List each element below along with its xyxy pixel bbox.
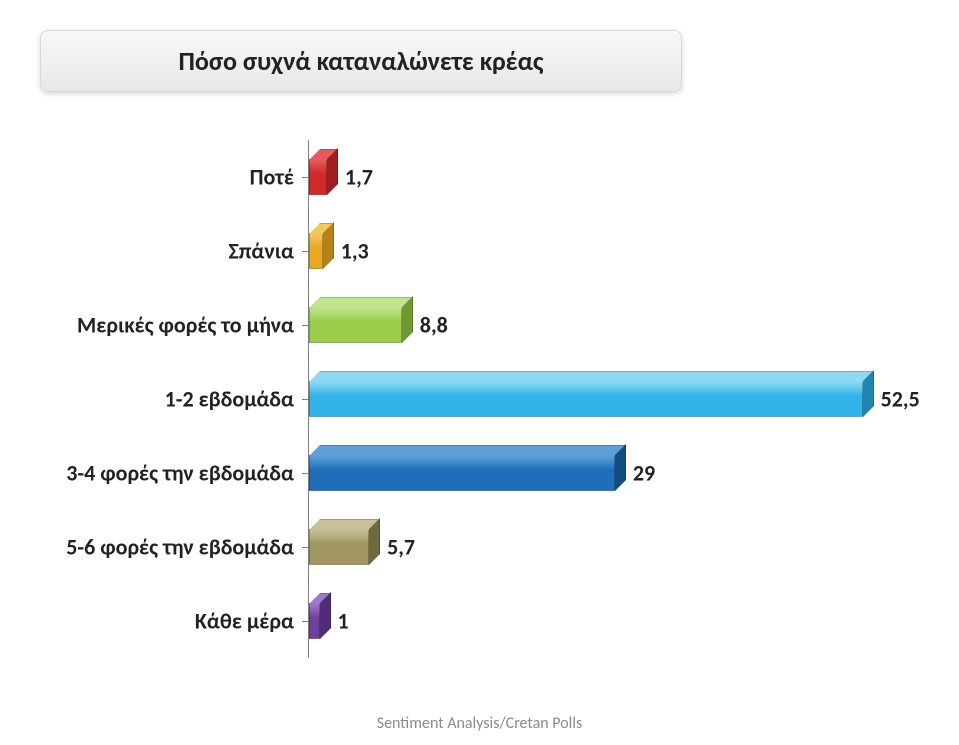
value-label: 5,7 [387, 534, 415, 561]
bar [309, 381, 873, 417]
chart-title: Πόσο συχνά καταναλώνετε κρέας [178, 45, 543, 77]
category-label: Κάθε μέρα [195, 608, 294, 635]
value-label: 1,7 [345, 164, 373, 191]
bar [309, 233, 333, 269]
footer-credit: Sentiment Analysis/Cretan Polls [0, 714, 959, 733]
bar-front [309, 159, 327, 195]
axis-tick [302, 473, 308, 474]
bar [309, 603, 330, 639]
chart-row: Σπάνια 1,3 [40, 214, 920, 288]
chart-row: 5-6 φορές την εβδομάδα 5,7 [40, 510, 920, 584]
category-label: Ποτέ [250, 164, 294, 191]
category-label: 3-4 φορές την εβδομάδα [66, 460, 294, 487]
bar [309, 529, 379, 565]
bar-front [309, 603, 320, 639]
value-label: 8,8 [420, 312, 448, 339]
axis-tick [302, 325, 308, 326]
value-label: 1 [338, 608, 349, 635]
axis-tick [302, 251, 308, 252]
category-label: 5-6 φορές την εβδομάδα [66, 534, 294, 561]
axis-tick [302, 547, 308, 548]
bar-top [309, 297, 413, 308]
bar-front [309, 307, 402, 343]
chart-area: Ποτέ 1,7 Σπάνια 1,3 Μερικές φορές το μήνα 8,8… [40, 140, 920, 658]
axis-tick [302, 621, 308, 622]
bar-front [309, 381, 863, 417]
category-label: 1-2 εβδομάδα [165, 386, 294, 413]
bar-top [309, 371, 874, 382]
chart-title-box: Πόσο συχνά καταναλώνετε κρέας [40, 30, 682, 92]
bar-front [309, 529, 369, 565]
value-label: 1,3 [341, 238, 369, 265]
value-label: 52,5 [881, 386, 920, 413]
bar-front [309, 455, 615, 491]
chart-row: Κάθε μέρα 1 [40, 584, 920, 658]
bar [309, 455, 625, 491]
axis-tick [302, 399, 308, 400]
axis-tick [302, 177, 308, 178]
bar-front [309, 233, 323, 269]
chart-row: Μερικές φορές το μήνα 8,8 [40, 288, 920, 362]
bar [309, 159, 337, 195]
bar [309, 307, 412, 343]
chart-row: 1-2 εβδομάδα 52,5 [40, 362, 920, 436]
category-label: Μερικές φορές το μήνα [77, 312, 294, 339]
bar-top [309, 445, 626, 456]
chart-row: Ποτέ 1,7 [40, 140, 920, 214]
category-label: Σπάνια [228, 238, 294, 265]
chart-row: 3-4 φορές την εβδομάδα 29 [40, 436, 920, 510]
value-label: 29 [633, 460, 655, 487]
